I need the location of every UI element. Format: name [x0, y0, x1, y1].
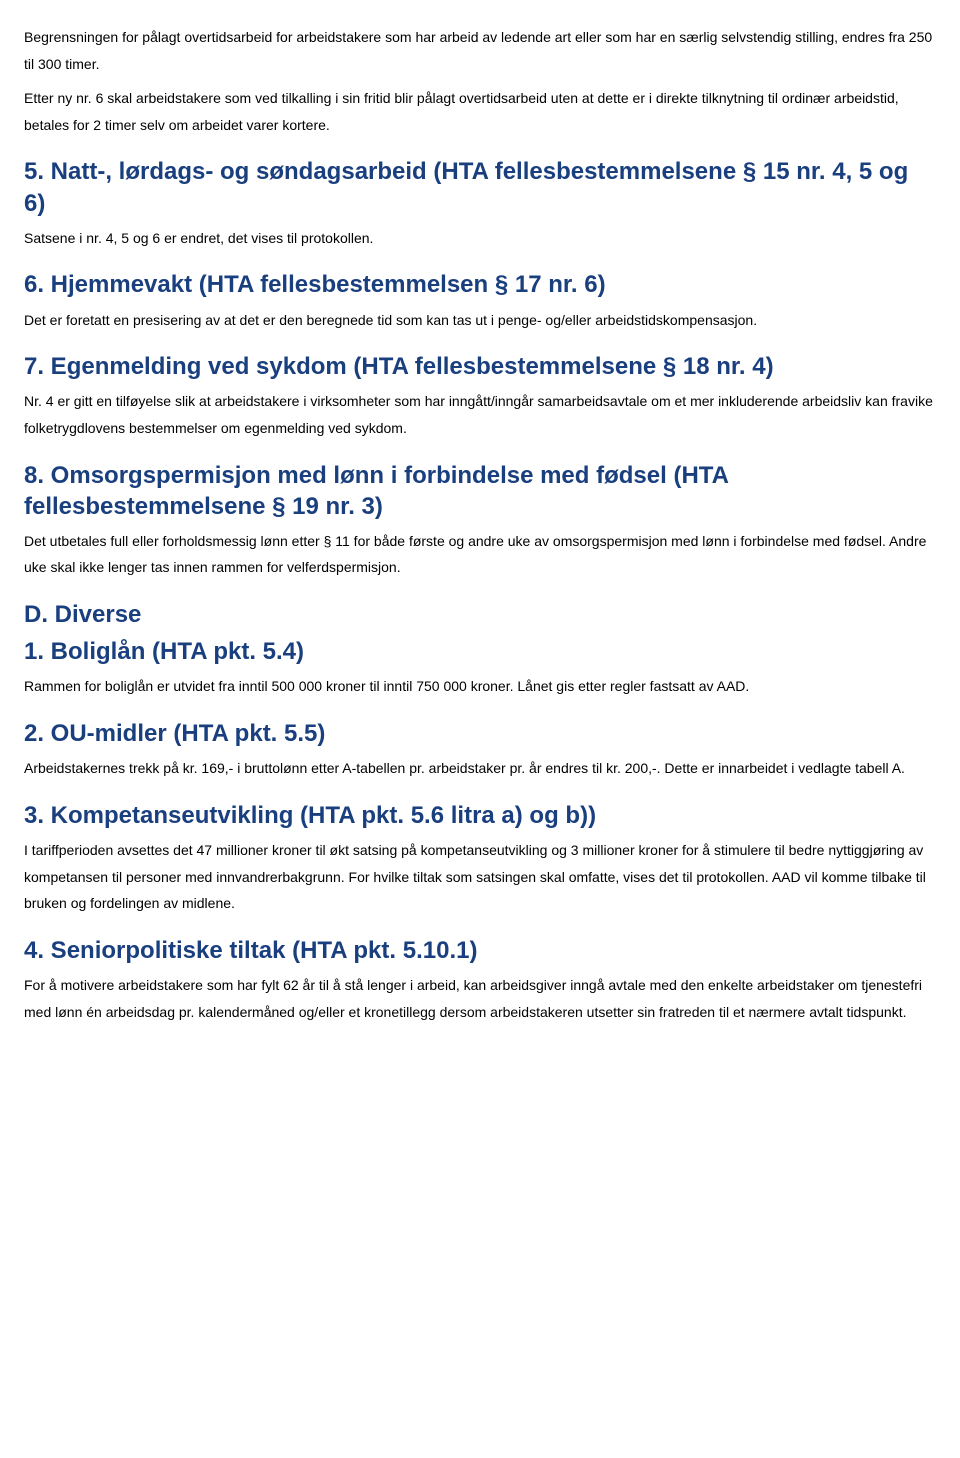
d3-paragraph: I tariffperioden avsettes det 47 million… — [24, 837, 936, 917]
d2-paragraph: Arbeidstakernes trekk på kr. 169,- i bru… — [24, 755, 936, 782]
heading-d3: 3. Kompetanseutvikling (HTA pkt. 5.6 lit… — [24, 800, 936, 831]
heading-section-d: D. Diverse — [24, 599, 936, 630]
intro-paragraph-2: Etter ny nr. 6 skal arbeidstakere som ve… — [24, 85, 936, 138]
heading-d2: 2. OU-midler (HTA pkt. 5.5) — [24, 718, 936, 749]
heading-section-7: 7. Egenmelding ved sykdom (HTA fellesbes… — [24, 351, 936, 382]
heading-d4: 4. Seniorpolitiske tiltak (HTA pkt. 5.10… — [24, 935, 936, 966]
heading-d1: 1. Boliglån (HTA pkt. 5.4) — [24, 636, 936, 667]
heading-section-6: 6. Hjemmevakt (HTA fellesbestemmelsen § … — [24, 269, 936, 300]
heading-section-5: 5. Natt-, lørdags- og søndagsarbeid (HTA… — [24, 156, 936, 218]
d1-paragraph: Rammen for boliglån er utvidet fra innti… — [24, 673, 936, 700]
section-8-paragraph: Det utbetales full eller forholdsmessig … — [24, 528, 936, 581]
section-7-paragraph: Nr. 4 er gitt en tilføyelse slik at arbe… — [24, 388, 936, 441]
section-6-paragraph: Det er foretatt en presisering av at det… — [24, 307, 936, 334]
section-5-paragraph: Satsene i nr. 4, 5 og 6 er endret, det v… — [24, 225, 936, 252]
heading-section-8: 8. Omsorgspermisjon med lønn i forbindel… — [24, 460, 936, 522]
d4-paragraph: For å motivere arbeidstakere som har fyl… — [24, 972, 936, 1025]
intro-paragraph-1: Begrensningen for pålagt overtidsarbeid … — [24, 24, 936, 77]
